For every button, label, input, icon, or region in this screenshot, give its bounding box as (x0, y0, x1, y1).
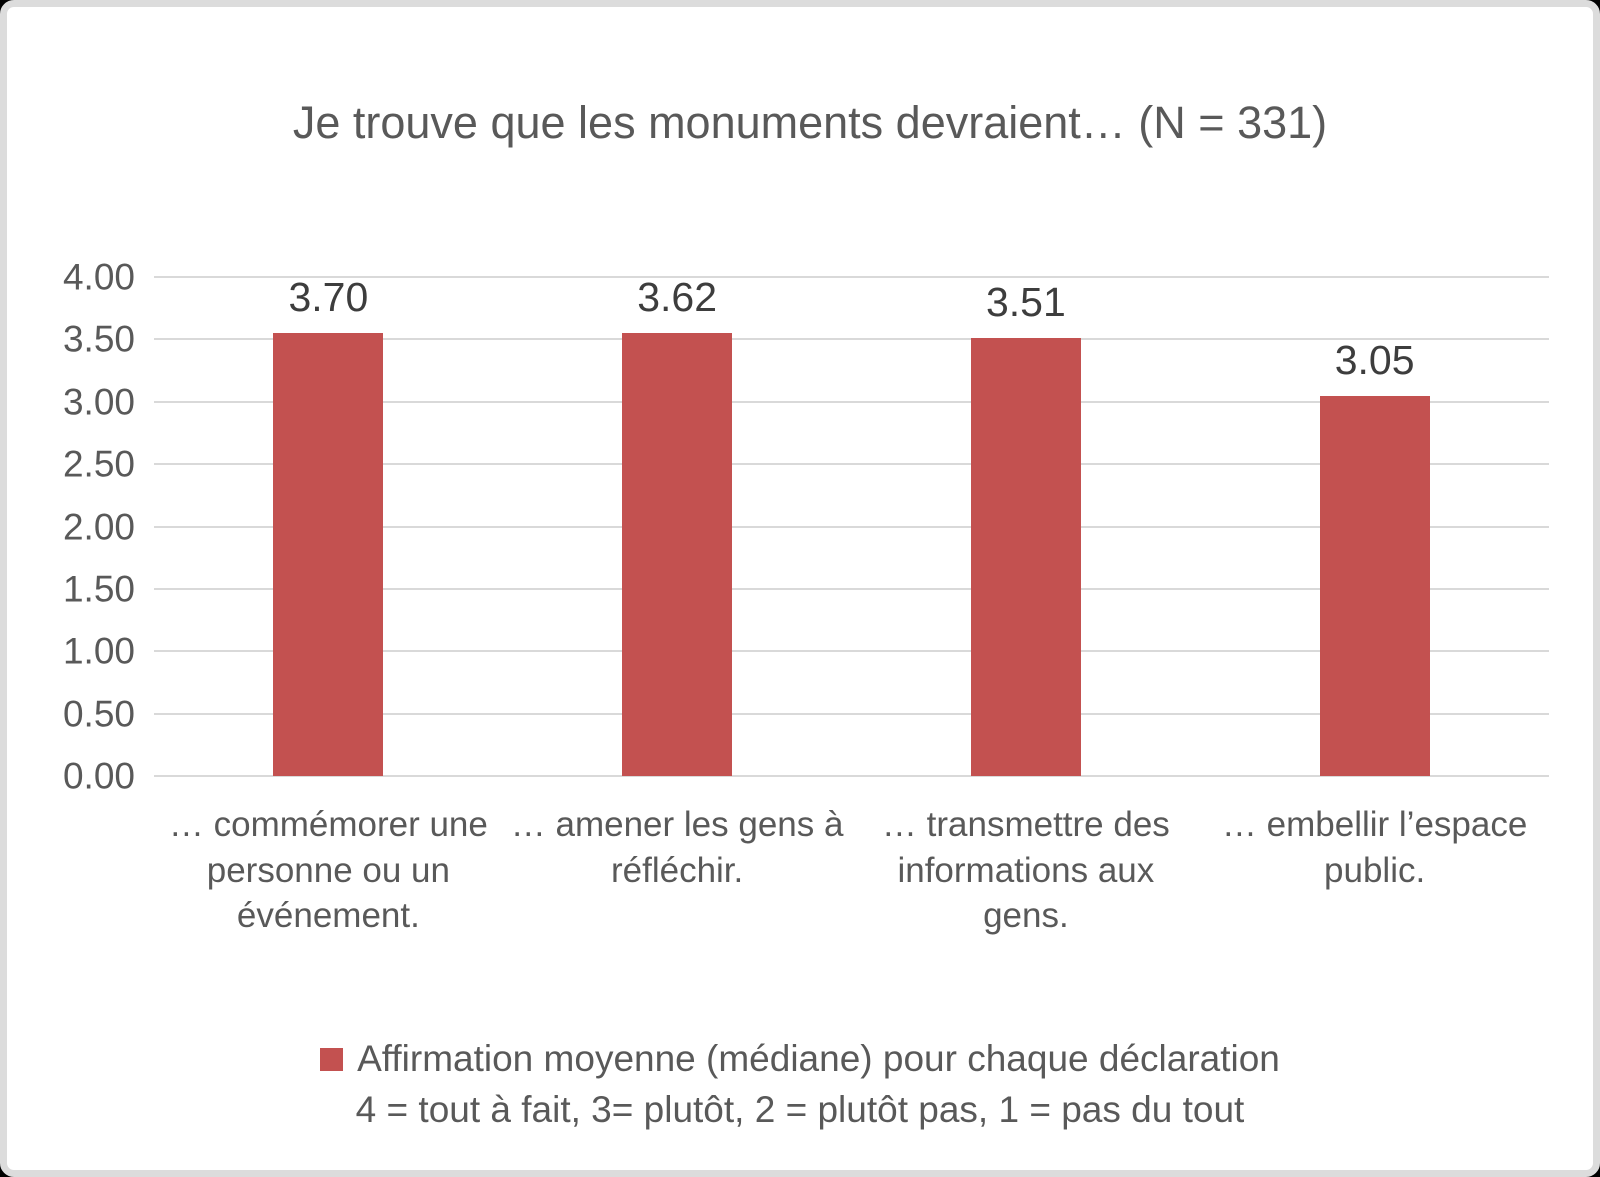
bar-value-label: 3.70 (288, 274, 369, 320)
gridline (154, 276, 1549, 278)
gridline (154, 587, 1549, 590)
y-tick-label: 0.00 (62, 755, 135, 797)
bar-commemorer (273, 333, 384, 776)
y-tick-label: 3.00 (62, 381, 135, 423)
bar-group-commemorer: 3.70 (154, 277, 503, 776)
gridline (154, 712, 1549, 715)
chart-title: Je trouve que les monuments devraient… (… (292, 97, 1328, 148)
plot-area: 3.70 3.62 3.51 3.05 (154, 276, 1549, 777)
gridline (154, 463, 1549, 466)
legend-swatch-icon (320, 1047, 344, 1071)
x-label-commemorer: … commémorer une personne ou un événemen… (168, 805, 488, 935)
x-label-reflechir: … amener les gens à réfléchir. (510, 805, 844, 890)
gridline (154, 338, 1549, 341)
bar-value-label: 3.51 (985, 279, 1066, 326)
bar-group-embellir: 3.05 (1200, 277, 1549, 776)
bar-embellir (1319, 395, 1430, 776)
bar-group-informations: 3.51 (852, 277, 1201, 776)
y-tick-label: 1.50 (62, 568, 135, 610)
gridlines (154, 276, 1549, 777)
x-axis-labels: … commémorer une personne ou un événemen… (154, 802, 1549, 939)
y-tick-label: 0.50 (62, 693, 135, 735)
y-tick-label: 1.00 (62, 630, 135, 672)
bar-value-label: 3.62 (637, 274, 718, 320)
y-tick-label: 2.00 (62, 506, 135, 547)
gridline (154, 775, 1549, 777)
gridline (154, 650, 1549, 653)
legend-sublabel: 4 = tout à fait, 3= plutôt, 2 = plutôt p… (355, 1089, 1245, 1131)
bar-group-reflechir: 3.62 (503, 277, 852, 776)
legend-entry: Affirmation moyenne (médiane) pour chaqu… (320, 1035, 1280, 1083)
y-tick-label: 2.50 (62, 443, 135, 485)
legend-label: Affirmation moyenne (médiane) pour chaqu… (357, 1038, 1280, 1079)
bar-reflechir (622, 333, 733, 776)
gridline (154, 400, 1549, 403)
gridline (154, 525, 1549, 528)
bar-value-label: 3.05 (1334, 336, 1415, 383)
bar-informations (970, 338, 1081, 776)
bars-row: 3.70 3.62 3.51 3.05 (154, 277, 1549, 776)
x-label-informations: … transmettre des informations aux gens. (881, 805, 1170, 935)
y-axis-labels: 4.00 3.50 3.00 2.50 2.00 1.50 1.00 0.50 0.00 (7, 259, 135, 795)
legend: Affirmation moyenne (médiane) pour chaqu… (7, 1035, 1593, 1134)
x-label-embellir: … embellir l’espace public. (1221, 805, 1528, 890)
y-tick-label: 4.00 (62, 256, 135, 298)
y-tick-label: 3.50 (62, 318, 135, 360)
